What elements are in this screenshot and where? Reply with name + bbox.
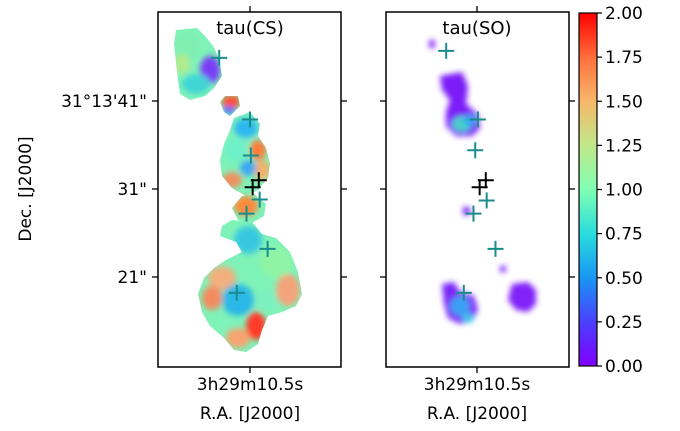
tau-cs-intensity-map [174,28,302,352]
colorbar-tick-label: 2.00 [605,4,643,24]
y-tick-label: 21" [118,268,147,288]
panel-tau-so: tau(SO) 3h29m10.5s R.A. [J2000] [380,6,575,424]
colorbar-tick-label: 0.75 [605,225,643,245]
tau-so-tick-marks [380,6,575,373]
cross-marker-8 [259,240,276,257]
tau-so-title: tau(SO) [442,18,511,39]
cross-marker-3 [467,142,484,159]
colorbar-tick-label: 1.25 [605,136,643,156]
cross-marker-1 [438,42,455,59]
colorbar-scale [578,12,598,367]
tau-cs-marker-layer [211,49,276,301]
cross-marker-7 [238,205,255,222]
x-tick-label: 3h29m10.5s [424,375,531,395]
colorbar: 0.00 0.25 0.50 0.75 1.00 1.25 1.50 1.75 2.00 [578,4,643,377]
tau-cs-tick-marks [152,6,347,373]
tau-cs-title: tau(CS) [216,18,284,39]
colorbar-tick-label: 1.75 [605,48,643,68]
cross-marker-9 [455,284,472,301]
cross-marker-3 [242,147,259,164]
x-axis-label: R.A. [J2000] [200,404,300,424]
x-axis-label: R.A. [J2000] [427,404,527,424]
cross-marker-5 [250,172,267,189]
colorbar-tick-layer: 0.00 0.25 0.50 0.75 1.00 1.25 1.50 1.75 2.00 [597,4,643,377]
cross-marker-2 [242,111,258,128]
cross-marker-2 [469,111,486,128]
y-tick-label: 31" [118,180,147,200]
colorbar-tick-label: 0.00 [605,357,643,377]
tau-so-plot-frame [385,11,570,368]
tau-so-marker-layer [438,42,504,301]
x-tick-label: 3h29m10.5s [197,375,304,395]
panel-tau-cs: tau(CS) 31°13'41" 31" 21" 3h29m10.5s R.A… [16,6,347,424]
colorbar-tick-label: 0.50 [605,269,643,289]
cross-marker-8 [487,240,504,257]
cross-marker-6 [478,192,495,209]
cross-marker-1 [211,49,228,66]
cross-marker-5 [477,172,494,189]
colorbar-tick-label: 1.50 [605,92,643,112]
y-axis-label: Dec. [J2000] [16,136,36,241]
cross-marker-6 [251,191,268,208]
colorbar-tick-label: 0.25 [605,313,643,333]
cross-marker-9 [228,284,245,301]
y-tick-label: 31°13'41" [61,92,147,112]
tau-so-intensity-map [429,40,536,324]
cross-marker-7 [465,205,482,222]
colorbar-tick-label: 1.00 [605,181,643,201]
